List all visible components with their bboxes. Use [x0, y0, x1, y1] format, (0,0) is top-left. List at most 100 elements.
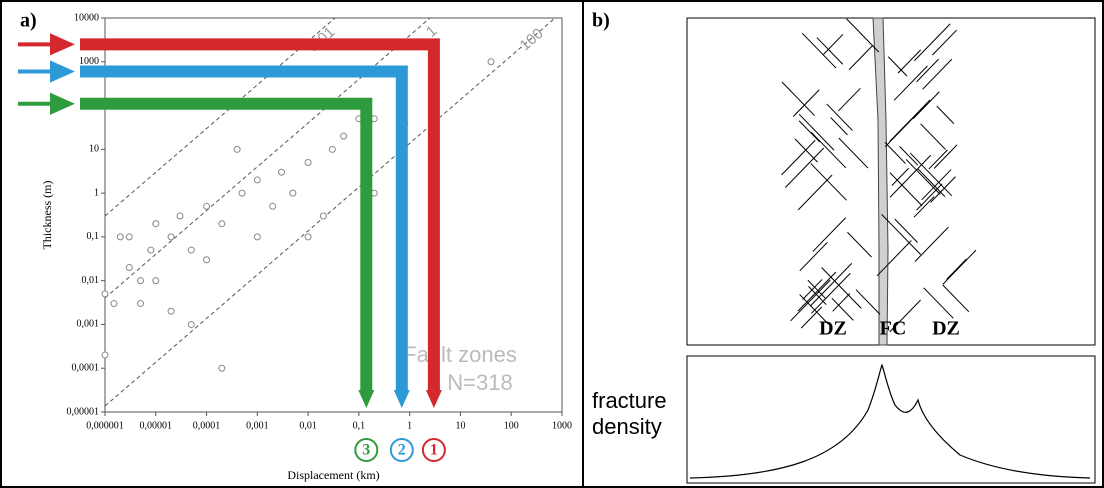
fracture [881, 213, 922, 255]
annotation: Fault zones [403, 342, 517, 367]
zone-label: DZ [932, 318, 960, 340]
fracture [798, 113, 835, 151]
data-point [304, 159, 312, 167]
x-tick-label: 0,1 [353, 420, 366, 431]
fracture [884, 103, 927, 148]
fracture [889, 154, 932, 198]
arrow-badge [354, 438, 379, 462]
fracture [832, 293, 851, 312]
zone-label: DZ [819, 318, 847, 340]
data-point [238, 189, 246, 197]
data-point [253, 176, 261, 184]
fracture [932, 29, 958, 56]
fracture [848, 45, 873, 71]
data-point [101, 290, 109, 298]
fracture [917, 168, 946, 197]
fracture [838, 87, 861, 112]
y-tick-label: 0,001 [77, 319, 100, 330]
density-curve [689, 363, 1091, 479]
annotation: N=318 [447, 370, 512, 395]
data-point [328, 145, 336, 153]
data-point [269, 202, 277, 210]
arrow-label: 2 [398, 442, 406, 459]
fracture [801, 32, 837, 69]
fracture [838, 137, 869, 169]
data-point [203, 202, 211, 210]
fracture [781, 81, 815, 116]
fracture [912, 91, 940, 119]
fracture [909, 152, 953, 197]
y-tick-label: 10000 [74, 12, 99, 23]
y-tick-label: 0,1 [87, 231, 100, 242]
fracture [797, 271, 837, 312]
fracture [790, 279, 831, 322]
arrow-label: 3 [362, 442, 370, 459]
fracture [810, 131, 847, 169]
y-axis-label: Thickness (m) [40, 181, 54, 250]
fracture [797, 174, 833, 211]
y-tick-label: 0,00001 [67, 406, 100, 417]
fracture [830, 117, 848, 136]
fracture [785, 147, 825, 188]
x-axis-label: Displacement (km) [287, 468, 379, 482]
fractures [781, 18, 977, 333]
data-point [125, 233, 133, 241]
y-tick-label: 10 [89, 144, 99, 155]
data-point [167, 233, 175, 241]
reference-line [105, 18, 431, 299]
density-box [686, 355, 1096, 484]
fracture [920, 123, 946, 150]
fracture [812, 217, 847, 252]
fracture [802, 279, 823, 300]
data-point [187, 320, 195, 328]
fracture [913, 23, 951, 62]
panel-label: b) [592, 10, 610, 32]
fracture [884, 142, 906, 164]
y-tick-label: 1 [94, 187, 99, 198]
x-tick-label: 0,000001 [86, 420, 124, 431]
data-point [152, 220, 160, 228]
x-tick-label: 0,01 [299, 420, 317, 431]
fracture [889, 172, 923, 207]
fracture [916, 58, 939, 83]
fracture [891, 167, 910, 186]
fracture [798, 120, 821, 143]
fracture [933, 144, 958, 169]
reference-line [105, 18, 556, 407]
data-point [289, 189, 297, 197]
fracture [942, 284, 970, 313]
fracture [831, 297, 854, 321]
data-point [487, 58, 495, 66]
left-arrow [18, 92, 75, 115]
data-point [176, 212, 184, 220]
x-tick-label: 0,00001 [140, 420, 173, 431]
x-tick-label: 0,001 [246, 420, 269, 431]
fracture [913, 196, 935, 218]
data-point [167, 307, 175, 315]
data-point [319, 212, 327, 220]
left-arrow [18, 60, 75, 83]
y-tick-label: 0,0001 [72, 363, 100, 374]
data-point [147, 246, 155, 254]
data-point [110, 300, 118, 308]
reference-label: 1 [423, 22, 440, 40]
data-point [116, 233, 124, 241]
fracture [922, 58, 953, 90]
x-tick-label: 0,0001 [193, 420, 221, 431]
fracture [897, 49, 922, 74]
data-point [152, 277, 160, 285]
fracture [894, 218, 918, 243]
fracture [826, 103, 853, 131]
fracture [799, 241, 828, 272]
x-tick-label: 10 [455, 420, 465, 431]
plot-frame [104, 17, 563, 413]
fracture [905, 159, 941, 195]
data-point [218, 364, 226, 372]
fracture [823, 34, 844, 55]
data-point [218, 220, 226, 228]
fracture [821, 267, 862, 309]
y-tick-label: 1000 [79, 56, 99, 67]
